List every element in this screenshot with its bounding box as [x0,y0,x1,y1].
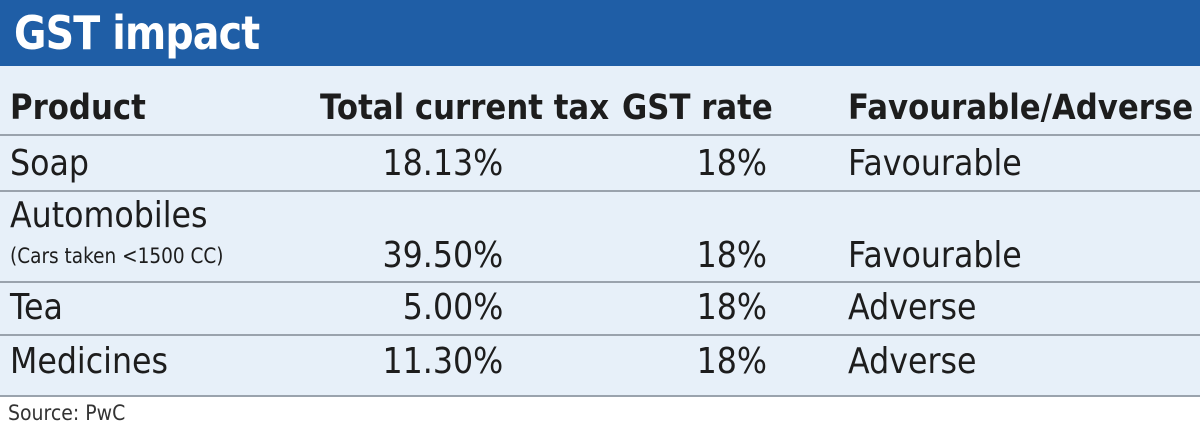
chart-title: GST impact [14,6,260,60]
cell-product: Soap [10,143,90,184]
title-banner: GST impact [0,0,1200,66]
column-header-gst-rate: GST rate [622,88,773,128]
cell-product: Automobiles [10,195,208,236]
cell-product-note: (Cars taken <1500 CC) [10,244,224,268]
cell-gst-rate: 18% [696,341,767,382]
cell-current-tax: 18.13% [382,143,503,184]
cell-impact: Adverse [848,341,977,382]
cell-impact: Adverse [848,287,977,328]
source-note: Source: PwC [8,401,126,425]
table-bottom-rule [0,395,1200,397]
gst-table: Product Total current tax GST rate Favou… [0,66,1200,397]
cell-current-tax: 11.30% [382,341,503,382]
row-divider [0,190,1200,192]
header-divider [0,134,1200,136]
row-divider [0,281,1200,283]
cell-current-tax: 5.00% [402,287,503,328]
cell-gst-rate: 18% [696,287,767,328]
cell-impact: Favourable [848,143,1022,184]
cell-impact: Favourable [848,235,1022,276]
cell-gst-rate: 18% [696,235,767,276]
column-header-impact: Favourable/Adverse [848,88,1194,128]
row-divider [0,334,1200,336]
column-header-product: Product [10,88,146,128]
cell-product: Medicines [10,341,169,382]
cell-product: Tea [10,287,63,328]
column-header-current-tax: Total current tax [320,88,610,128]
cell-current-tax: 39.50% [382,235,503,276]
cell-gst-rate: 18% [696,143,767,184]
